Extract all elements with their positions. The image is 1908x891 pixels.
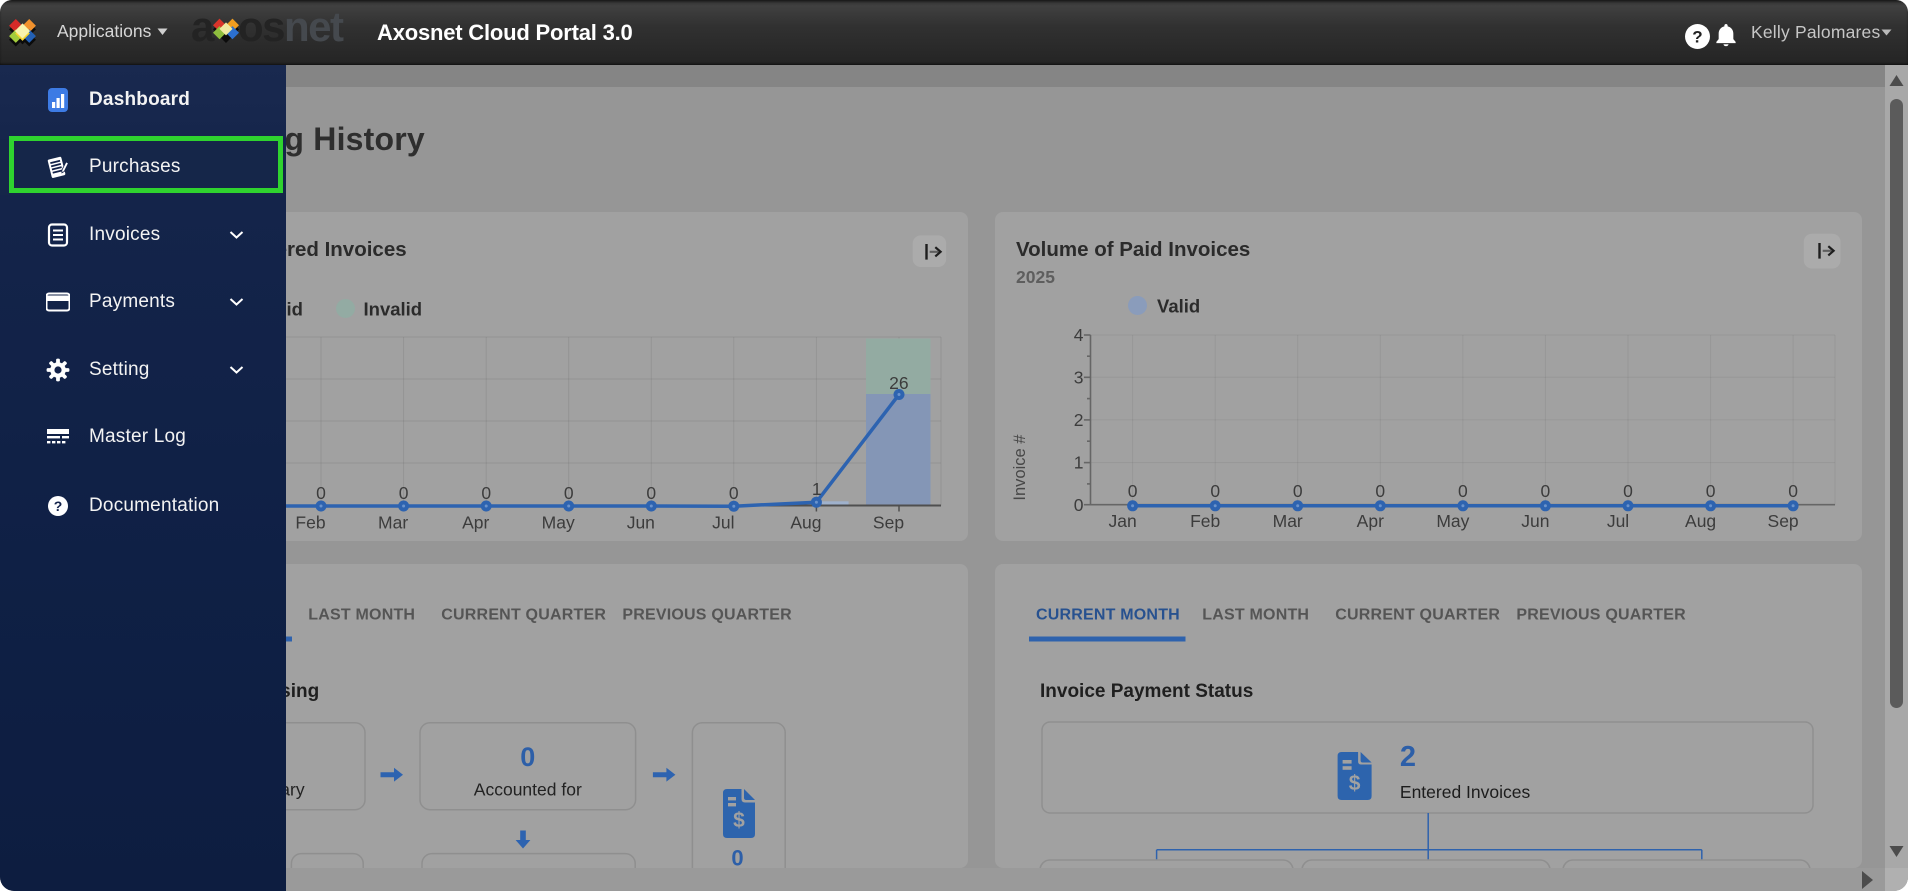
svg-text:Entered Invoices: Entered Invoices xyxy=(1400,782,1531,802)
svg-text:0: 0 xyxy=(399,483,409,503)
svg-text:0: 0 xyxy=(520,742,535,772)
svg-text:CURRENT QUARTER: CURRENT QUARTER xyxy=(1335,607,1500,624)
svg-text:Feb: Feb xyxy=(295,513,325,533)
svg-text:0: 0 xyxy=(1458,481,1468,501)
svg-text:PREVIOUS QUARTER: PREVIOUS QUARTER xyxy=(1516,607,1686,624)
svg-text:CURRENT MONTH: CURRENT MONTH xyxy=(1036,607,1180,624)
svg-text:Feb: Feb xyxy=(1190,511,1220,531)
svg-text:0: 0 xyxy=(1128,481,1138,501)
svg-text:0: 0 xyxy=(481,483,491,503)
svg-text:0: 0 xyxy=(731,846,743,869)
svg-text:26: 26 xyxy=(889,373,908,393)
svg-text:0: 0 xyxy=(1375,481,1385,501)
svg-text:0: 0 xyxy=(1541,481,1551,501)
svg-text:3: 3 xyxy=(1074,367,1084,387)
svg-text:$: $ xyxy=(1349,772,1361,795)
svg-text:Aug: Aug xyxy=(790,513,821,533)
svg-text:?: ? xyxy=(1692,28,1702,47)
svg-text:?: ? xyxy=(54,498,63,514)
svg-text:Jan: Jan xyxy=(1108,511,1136,531)
svg-text:1: 1 xyxy=(812,479,822,499)
svg-text:May: May xyxy=(1436,511,1469,531)
svg-text:0: 0 xyxy=(1074,495,1084,515)
svg-text:Jun: Jun xyxy=(1521,511,1549,531)
svg-text:2025: 2025 xyxy=(1016,267,1055,287)
svg-text:Invoice #: Invoice # xyxy=(1011,434,1029,501)
svg-text:Mar: Mar xyxy=(1273,511,1303,531)
svg-text:Invoice Payment Status: Invoice Payment Status xyxy=(1040,681,1253,702)
svg-text:0: 0 xyxy=(1623,481,1633,501)
svg-text:2: 2 xyxy=(1074,410,1084,430)
svg-text:0: 0 xyxy=(729,483,739,503)
svg-text:Aug: Aug xyxy=(1685,511,1716,531)
svg-text:Apr: Apr xyxy=(1357,511,1384,531)
svg-text:Mar: Mar xyxy=(378,513,408,533)
svg-text:CURRENT QUARTER: CURRENT QUARTER xyxy=(441,607,606,624)
svg-text:Invalid: Invalid xyxy=(364,299,423,320)
svg-text:0: 0 xyxy=(1210,481,1220,501)
svg-text:Accounted for: Accounted for xyxy=(474,780,582,800)
svg-text:Volume of Paid Invoices: Volume of Paid Invoices xyxy=(1016,238,1250,261)
svg-text:$: $ xyxy=(733,809,745,832)
svg-text:Jun: Jun xyxy=(627,513,655,533)
svg-text:0: 0 xyxy=(316,483,326,503)
svg-text:0: 0 xyxy=(646,483,656,503)
svg-text:Sep: Sep xyxy=(1768,511,1799,531)
svg-text:Jul: Jul xyxy=(712,513,734,533)
svg-text:PREVIOUS QUARTER: PREVIOUS QUARTER xyxy=(622,607,792,624)
svg-text:Apr: Apr xyxy=(462,513,489,533)
svg-text:1: 1 xyxy=(1074,453,1084,473)
svg-text:0: 0 xyxy=(564,483,574,503)
svg-text:Jul: Jul xyxy=(1607,511,1629,531)
svg-text:Valid: Valid xyxy=(1157,296,1200,317)
svg-text:LAST MONTH: LAST MONTH xyxy=(308,607,415,624)
svg-text:4: 4 xyxy=(1074,325,1084,345)
svg-text:Sep: Sep xyxy=(873,513,904,533)
svg-text:2: 2 xyxy=(1400,741,1416,773)
svg-text:0: 0 xyxy=(1788,481,1798,501)
svg-text:0: 0 xyxy=(1293,481,1303,501)
svg-text:0: 0 xyxy=(1706,481,1716,501)
svg-text:LAST MONTH: LAST MONTH xyxy=(1202,607,1309,624)
svg-text:May: May xyxy=(542,513,575,533)
